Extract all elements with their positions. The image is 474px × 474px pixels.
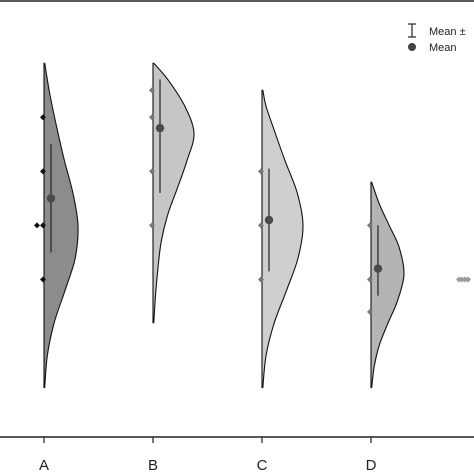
x-tick-label-b: B (148, 457, 158, 474)
x-axis: A B C D (39, 437, 377, 474)
plot-area (34, 62, 471, 389)
legend-label-mean-err: Mean ± (429, 26, 466, 38)
data-point-b (149, 168, 155, 175)
data-point-d (367, 308, 373, 315)
x-tick-label-d: D (366, 457, 377, 474)
violin-d (370, 181, 405, 389)
data-point-b (149, 87, 155, 94)
data-point-b (149, 222, 155, 229)
data-point-extra (456, 276, 462, 283)
mean-dot-b (155, 123, 165, 133)
x-tick-label-c: C (257, 457, 268, 474)
data-point-a (34, 222, 40, 229)
data-point-a (40, 276, 46, 283)
data-point-c (258, 276, 264, 283)
data-point-a (40, 222, 46, 229)
data-point-d (367, 222, 373, 229)
mean-dot-d (373, 264, 383, 273)
violin-b (152, 62, 195, 324)
legend: Mean ± Mean (408, 23, 466, 54)
mean-dot-a (46, 194, 56, 203)
data-point-d (367, 276, 373, 283)
legend-dot-icon (408, 43, 416, 51)
data-point-b (149, 114, 155, 121)
data-point-c (258, 222, 264, 229)
x-tick-label-a: A (39, 457, 49, 474)
violin-c (261, 89, 304, 389)
data-point-c (258, 168, 264, 175)
data-point-a (40, 114, 46, 121)
violin-a (43, 62, 79, 389)
legend-label-mean: Mean (429, 42, 457, 54)
mean-dot-c (264, 215, 274, 225)
data-point-a (40, 168, 46, 175)
